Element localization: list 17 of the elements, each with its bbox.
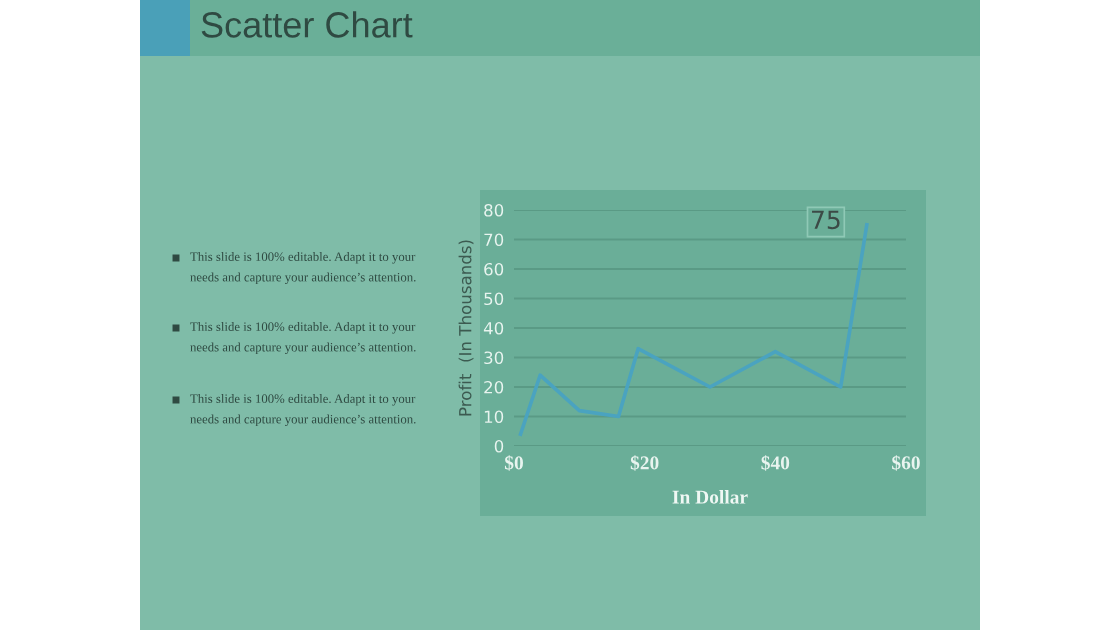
y-tick-label: 0 [494,439,504,453]
y-tick-label: 10 [484,410,504,424]
chart-title: Scatter Chart [201,11,413,38]
y-tick-label: 40 [483,321,504,335]
y-tick-label: 60 [484,262,504,276]
y-tick-label: 30 [484,351,504,365]
annotation: 75 [812,210,840,230]
x-tick-label: $40 [761,455,790,471]
y-tick-label: 50 [484,292,504,306]
x-tick-label: $20 [630,455,659,471]
y-tick-label: 70 [484,233,504,247]
x-tick-label: $60 [892,455,920,471]
y-tick-label: 20 [484,380,504,394]
x-axis-title: In Dollar [672,490,748,504]
y-tick-label: 80 [484,203,504,217]
y-axis-title: Profit (In Thousands) [458,240,474,416]
x-tick-label: $0 [504,455,523,471]
